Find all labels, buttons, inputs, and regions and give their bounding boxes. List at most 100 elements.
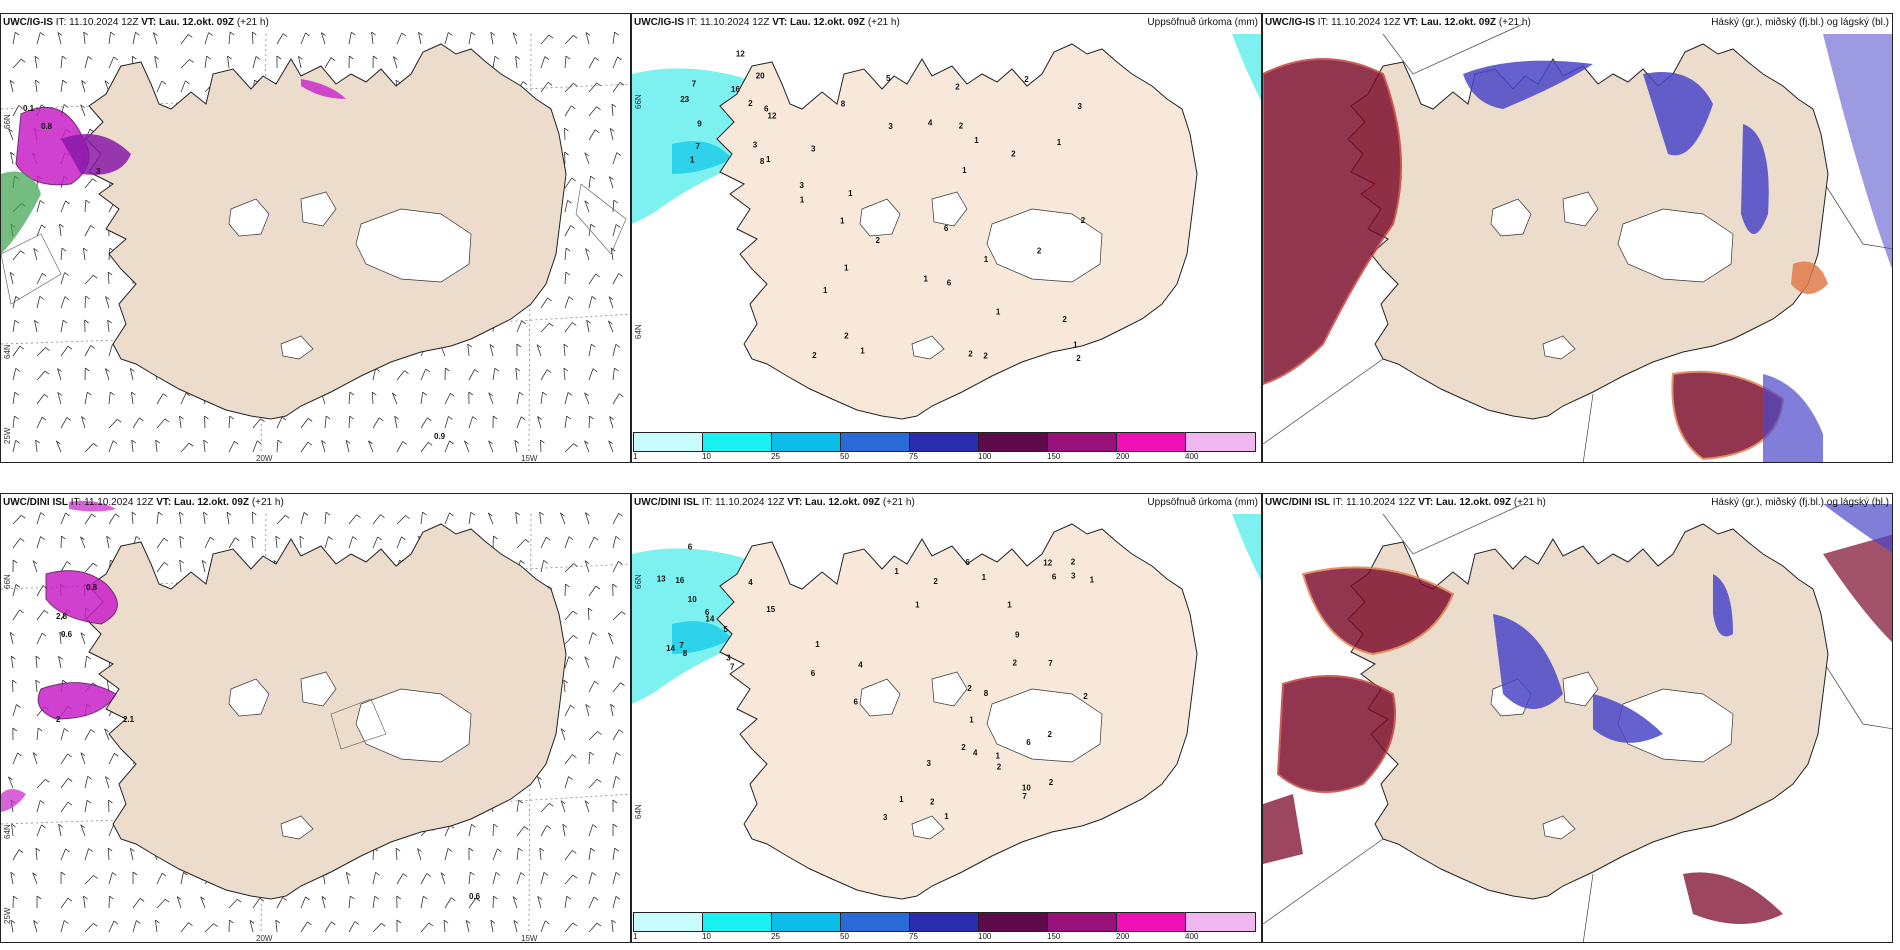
wind-barb-flag (131, 511, 137, 516)
wind-barb (156, 393, 164, 405)
wind-barb-flag (615, 872, 621, 876)
wind-barb-flag (560, 512, 565, 517)
wind-barb (108, 344, 113, 357)
wind-barb-flag (108, 799, 113, 804)
wind-barb (108, 56, 115, 69)
wind-barb-flag (352, 536, 357, 540)
glacier-outline (1617, 208, 1734, 283)
wind-barb (540, 920, 546, 933)
wind-barb-flag (596, 778, 602, 783)
precip-map-panel-bottom[interactable]: 7 6 7 16 4 3 15 10 14 8 14 13 6 5 2 12 6 6 6 7 10 4 3 7 8 9 6 4 1 1 2 2… (631, 493, 1262, 943)
precip-value-label: 7 (696, 142, 701, 151)
wind-barb (563, 680, 566, 693)
wind-barb-flag (177, 896, 182, 900)
cloud-map-panel-top[interactable]: UWC/IG-IS IT: 11.10.2024 12Z VT: Lau. 12… (1262, 13, 1893, 463)
wind-barb-flag (401, 32, 406, 37)
wind-barb (588, 129, 596, 141)
wind-barb (156, 418, 166, 429)
wind-barb (540, 322, 550, 333)
wind-barb-flag (472, 416, 477, 420)
wind-barb (585, 32, 590, 45)
wind-barb-flag (565, 55, 571, 60)
wind-barb-flag (65, 512, 70, 517)
wind-barb-flag (153, 32, 158, 36)
wind-barb (60, 248, 63, 261)
wind-barb (36, 824, 42, 837)
wind-barb (203, 512, 206, 525)
wind-barb (84, 178, 93, 189)
high-cloud (1276, 675, 1396, 793)
precip-colorbar-labels: 1 10 25 50 75 100 150 200 400 (633, 452, 1257, 462)
wind-barb (275, 920, 278, 933)
wind-barb-flag (40, 512, 45, 516)
wind-barb (444, 824, 451, 837)
precip-map-top: 7616129171282023321162354122112212312121… (632, 34, 1261, 420)
glacier-outline (280, 335, 314, 360)
wind-barb-flag (109, 895, 114, 900)
wind-barb-flag (494, 367, 500, 372)
wind-barb (540, 803, 550, 813)
wind-barb (564, 635, 574, 645)
colorbar-swatch (634, 433, 703, 451)
wind-barb (36, 224, 42, 237)
wind-barb (540, 82, 549, 93)
wind-barb-flag (8, 776, 13, 781)
wind-point-label: 0.9 (434, 432, 446, 441)
wind-barb-flag (277, 439, 283, 444)
wind-barb (564, 272, 567, 285)
wind-barb-flag (468, 847, 474, 852)
cloud-map-panel-bottom[interactable]: UWC/DINI ISL IT: 11.10.2024 12Z VT: Lau.… (1262, 493, 1893, 943)
wind-barb-flag (34, 319, 39, 324)
wind-barb (321, 896, 326, 909)
precip-value-label: 1 (944, 812, 949, 821)
lon-label-15w: 15W (521, 934, 538, 943)
precip-value-label: 7 (1048, 659, 1053, 668)
wind-barb-flag (189, 59, 194, 63)
wind-barb (612, 200, 615, 213)
wind-barb (487, 512, 494, 525)
wind-barb-flag (64, 296, 70, 300)
wind-barb (584, 152, 590, 165)
wind-barb (32, 560, 38, 573)
wind-barb (608, 440, 614, 453)
wind-barb-flag (275, 919, 281, 924)
precip-value-label: 4 (973, 748, 978, 757)
wind-barb-flag (132, 55, 137, 60)
precip-map-panel-top[interactable]: 7 6 16 12 9 1 7 12 8 20 23 3 2 1 1 6 2 3 5 4 1 2 2 1 1 2 2 1 2 3 1 2 1 2 1… (631, 13, 1262, 463)
wind-barb-flag (203, 439, 208, 444)
wind-barb-flag (154, 55, 159, 60)
wind-barb (588, 848, 592, 861)
wind-barb (180, 392, 187, 405)
wind-barb (468, 512, 472, 525)
glacier-outline (1542, 815, 1576, 840)
wind-barb-flag (179, 559, 184, 564)
wind-barb (132, 417, 140, 429)
wind-barb-flag (236, 898, 242, 903)
wind-barb-flag (14, 391, 20, 396)
wind-barb (80, 752, 86, 765)
precip-value-label: 3 (888, 122, 893, 131)
precip-value-label: 3 (800, 181, 805, 190)
precip-contour-purple (37, 682, 117, 720)
wind-barb-flag (539, 847, 545, 852)
wind-barb-flag (591, 872, 597, 876)
wind-barb-flag (405, 515, 410, 519)
wind-barb (12, 105, 20, 117)
wind-barb (564, 392, 569, 405)
wind-barb-flag (594, 681, 599, 685)
precip-value-label: 16 (731, 85, 740, 94)
wind-barb (80, 824, 86, 837)
wind-barb-flag (392, 392, 397, 397)
wind-map-panel-bottom[interactable]: 0.8 2.8 0.6 2 2.1 0.6 UWC/DINI ISL IT: 11.10.… (0, 493, 631, 943)
wind-barb (440, 872, 446, 885)
wind-barb-flag (608, 440, 613, 445)
lat-label-66n: 66N (3, 114, 12, 129)
wind-barb (8, 776, 14, 789)
wind-barb-flag (573, 443, 578, 447)
wind-map-panel-top[interactable]: 0.1 0.8 3 0.9 UWC/IG-IS IT: 11.10.2024 12Z … (0, 13, 631, 463)
wind-barb (36, 779, 46, 789)
wind-barb-flag (565, 271, 571, 276)
wind-barb-flag (179, 511, 184, 516)
wind-barb-flag (131, 391, 136, 396)
wind-barb (59, 632, 62, 645)
